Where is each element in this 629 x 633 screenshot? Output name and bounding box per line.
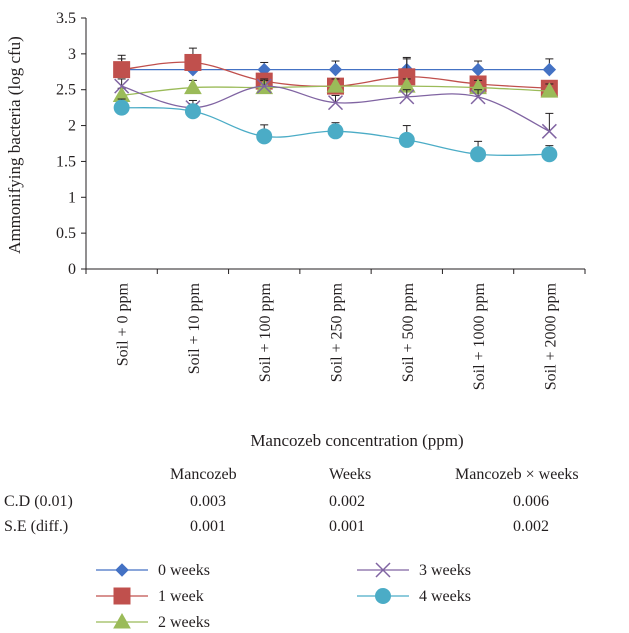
legend-label: 2 weeks bbox=[158, 614, 210, 631]
legend-item: 1 week bbox=[96, 587, 204, 605]
stats-col-header-mancozeb: Mancozeb bbox=[170, 466, 237, 483]
stats-cell-se-interaction: 0.002 bbox=[513, 518, 549, 535]
x-tick-label: Soil + 500 ppm bbox=[400, 282, 417, 382]
data-point bbox=[542, 62, 557, 77]
y-tick-label: 3.5 bbox=[56, 10, 76, 27]
stats-cell-se-weeks: 0.001 bbox=[329, 518, 365, 535]
stats-col-header-weeks: Weeks bbox=[329, 466, 372, 483]
x-tick-label: Soil + 250 ppm bbox=[329, 282, 346, 382]
x-tick-label: Soil + 2000 ppm bbox=[542, 282, 559, 390]
y-tick-label: 1.5 bbox=[56, 153, 76, 170]
data-point bbox=[399, 89, 415, 105]
stats-cell-se-mancozeb: 0.001 bbox=[190, 518, 226, 535]
stats-cell-cd-interaction: 0.006 bbox=[513, 493, 549, 510]
data-point bbox=[114, 78, 130, 94]
x-tick-label: Soil + 1000 ppm bbox=[471, 282, 488, 390]
y-tick-label: 1 bbox=[68, 189, 76, 206]
y-tick-label: 2 bbox=[68, 118, 76, 135]
y-tick-label: 0 bbox=[68, 261, 76, 278]
stats-row-label-cd: C.D (0.01) bbox=[4, 493, 73, 510]
x-axis-label: Mancozeb concentration (ppm) bbox=[250, 431, 463, 450]
legend-marker bbox=[375, 562, 391, 578]
plot-area: 0 0.5 1 1.5 2 2.5 3 3.5 Soil + 0 ppm Soil + 10 pp… bbox=[56, 10, 586, 390]
legend-marker bbox=[113, 587, 131, 605]
data-point bbox=[541, 123, 557, 139]
x-tick-label: Soil + 0 ppm bbox=[115, 282, 132, 366]
stats-col-header-interaction: Mancozeb × weeks bbox=[455, 466, 579, 483]
legend: 0 weeks 1 week 2 weeks 3 weeks 4 weeks bbox=[96, 562, 471, 631]
data-point bbox=[256, 78, 272, 94]
stats-cell-cd-mancozeb: 0.003 bbox=[190, 493, 226, 510]
y-tick-label: 3 bbox=[68, 46, 76, 63]
legend-item: 2 weeks bbox=[96, 612, 210, 631]
data-point bbox=[184, 78, 202, 95]
data-point bbox=[398, 131, 415, 148]
data-point bbox=[113, 61, 131, 79]
data-point bbox=[184, 103, 201, 120]
legend-label: 1 week bbox=[158, 588, 204, 605]
series-4-weeks bbox=[113, 98, 558, 163]
x-tick-label: Soil + 100 ppm bbox=[257, 282, 274, 382]
data-point bbox=[541, 146, 558, 163]
data-point bbox=[470, 146, 487, 163]
stats-row-label-se: S.E (diff.) bbox=[4, 518, 69, 535]
legend-marker bbox=[115, 563, 129, 577]
legend-item: 3 weeks bbox=[357, 562, 471, 579]
legend-item: 0 weeks bbox=[96, 562, 210, 579]
legend-marker bbox=[113, 612, 131, 629]
data-point bbox=[470, 89, 486, 105]
data-point bbox=[328, 62, 343, 77]
data-point bbox=[540, 82, 559, 98]
legend-item: 4 weeks bbox=[357, 588, 471, 605]
legend-label: 0 weeks bbox=[158, 562, 210, 579]
x-tick-label: Soil + 10 ppm bbox=[186, 282, 203, 374]
y-axis-label: Ammonifying bacteria (log cfu) bbox=[5, 36, 24, 254]
data-point bbox=[184, 53, 202, 71]
legend-marker bbox=[375, 588, 391, 604]
data-point bbox=[326, 77, 345, 93]
legend-label: 3 weeks bbox=[419, 562, 471, 579]
y-tick-label: 2.5 bbox=[56, 82, 76, 99]
stats-cell-cd-weeks: 0.002 bbox=[329, 493, 365, 510]
data-point bbox=[327, 95, 344, 111]
y-tick-label: 0.5 bbox=[56, 225, 76, 242]
legend-label: 4 weeks bbox=[419, 588, 471, 605]
data-point bbox=[327, 123, 344, 140]
data-point bbox=[256, 128, 273, 145]
data-point bbox=[113, 99, 130, 116]
